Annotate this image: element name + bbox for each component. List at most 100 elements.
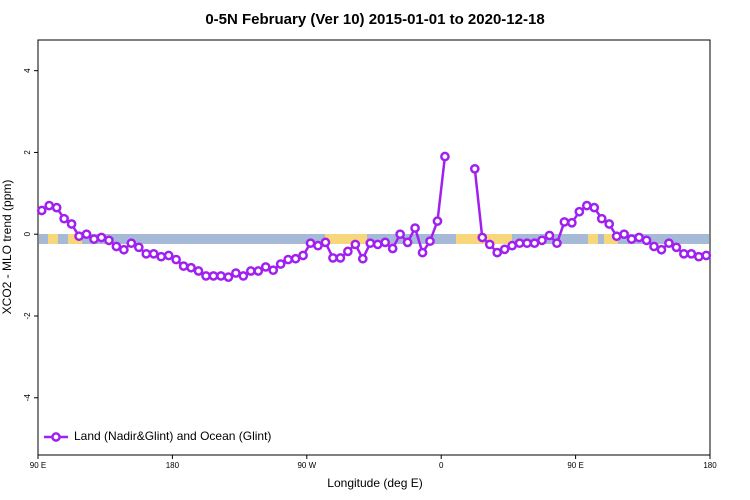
data-point: [484, 239, 495, 250]
x-tick-label: 0: [439, 461, 444, 470]
data-point: [693, 251, 704, 262]
data-point: [283, 254, 293, 265]
data-point: [559, 217, 570, 227]
legend-marker: [51, 432, 61, 442]
y-tick-label: 0: [23, 231, 32, 236]
data-point: [611, 231, 622, 242]
ocean-strip: [39, 234, 709, 244]
land-strip: [604, 234, 618, 244]
data-point: [96, 232, 107, 243]
data-point: [664, 238, 674, 249]
data-point: [529, 238, 540, 249]
data-point: [634, 232, 644, 243]
data-point: [44, 200, 55, 211]
data-point: [596, 213, 607, 224]
data-point: [507, 240, 517, 251]
data-point: [111, 241, 122, 252]
data-point: [216, 271, 226, 281]
data-point: [245, 266, 256, 276]
series: [36, 151, 712, 282]
data-point: [686, 248, 697, 259]
data-point: [328, 253, 338, 263]
data-point: [567, 217, 577, 228]
data-point: [51, 202, 62, 213]
data-point: [589, 202, 600, 213]
land-strip: [325, 234, 367, 244]
data-point: [36, 205, 47, 216]
data-point: [432, 216, 443, 226]
data-point: [522, 238, 532, 249]
data-point: [492, 247, 503, 258]
data-point: [537, 235, 547, 246]
data-point: [119, 244, 129, 255]
data-point: [171, 254, 181, 265]
data-point: [193, 266, 204, 276]
data-point: [163, 250, 174, 261]
data-point: [81, 229, 92, 240]
data-point: [679, 248, 689, 259]
data-point: [260, 262, 271, 272]
data-point: [178, 261, 189, 271]
data-point: [701, 250, 712, 261]
data-point: [574, 206, 585, 217]
data-point: [671, 242, 682, 253]
land-strip: [68, 234, 82, 244]
y-axis-label: XCO2 - MLO trend (ppm): [0, 180, 14, 315]
data-point: [156, 251, 167, 262]
x-tick-label: 180: [166, 461, 180, 470]
data-point: [223, 272, 234, 282]
y-tick-label: 4: [23, 68, 32, 73]
y-tick-label: -4: [23, 394, 32, 402]
x-tick-label: 180: [703, 461, 717, 470]
x-tick-label: 90 W: [297, 461, 316, 470]
data-point: [89, 234, 99, 244]
data-point: [417, 247, 428, 258]
data-point: [440, 151, 450, 162]
data-point: [656, 244, 667, 255]
land-strip: [48, 234, 58, 244]
data-point: [66, 219, 77, 229]
y-tick-label: 2: [23, 150, 32, 155]
data-point: [350, 239, 361, 250]
data-point: [552, 238, 562, 249]
data-point: [387, 243, 398, 254]
data-point: [514, 238, 525, 249]
x-tick-label: 90 E: [30, 461, 46, 470]
legend: Land (Nadir&Glint) and Ocean (Glint): [44, 429, 271, 443]
data-point: [290, 253, 301, 264]
data-point: [298, 250, 308, 261]
x-tick-label: 90 E: [567, 461, 583, 470]
data-point: [231, 268, 241, 278]
data-point: [201, 271, 211, 281]
legend-label: Land (Nadir&Glint) and Ocean (Glint): [74, 429, 271, 443]
data-point: [544, 230, 555, 241]
data-point: [268, 265, 279, 276]
data-point: [186, 262, 196, 273]
data-point: [59, 213, 69, 224]
data-point: [133, 242, 144, 253]
data-point: [649, 241, 659, 252]
data-point: [641, 235, 652, 246]
data-point: [365, 238, 376, 249]
data-point: [141, 248, 152, 259]
data-point: [477, 232, 488, 243]
data-point: [380, 237, 391, 248]
data-point: [469, 163, 480, 174]
data-point: [74, 231, 84, 242]
plot-frame: [37, 39, 711, 456]
data-point: [581, 200, 592, 211]
data-point: [499, 244, 510, 255]
data-point: [619, 229, 629, 240]
data-point: [402, 237, 413, 248]
land-strip: [588, 234, 598, 244]
data-point: [253, 266, 264, 276]
data-point: [126, 238, 137, 249]
data-point: [395, 229, 405, 240]
data-point: [238, 271, 249, 281]
data-point: [313, 240, 323, 251]
data-point: [320, 237, 331, 248]
data-point: [335, 253, 346, 263]
data-point: [357, 253, 368, 264]
